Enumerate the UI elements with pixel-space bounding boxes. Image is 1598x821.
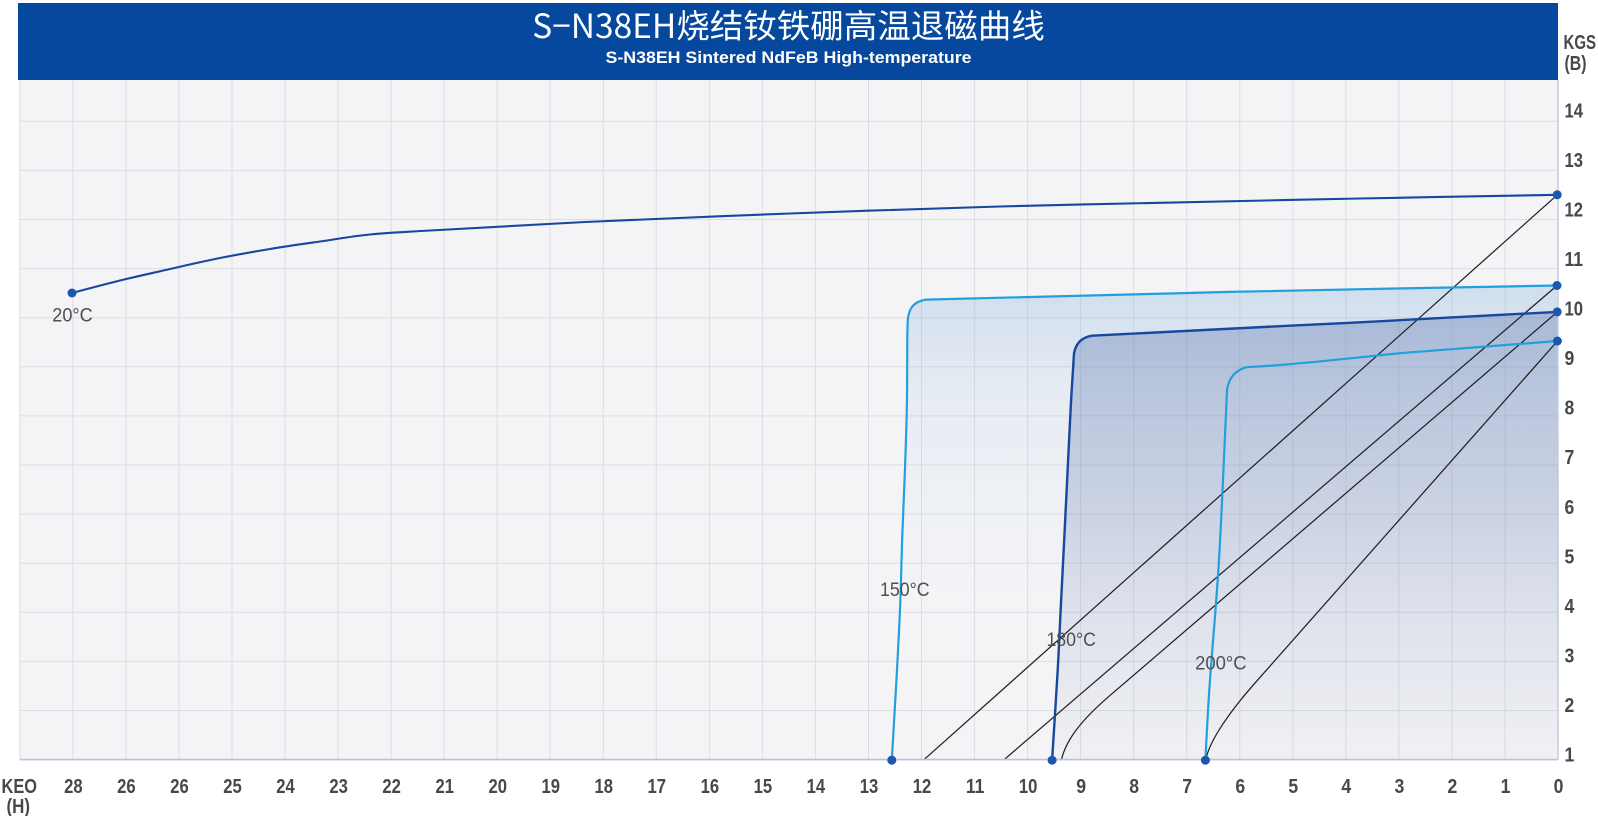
svg-text:2: 2 [1448,776,1458,798]
svg-text:9: 9 [1565,348,1575,370]
svg-text:1: 1 [1501,776,1511,798]
svg-text:1: 1 [1565,745,1575,767]
svg-text:6: 6 [1565,497,1575,519]
svg-text:10: 10 [1565,299,1584,321]
svg-text:200°C: 200°C [1195,653,1247,675]
svg-text:14: 14 [807,776,826,798]
svg-text:25: 25 [223,776,242,798]
svg-text:17: 17 [648,776,667,798]
svg-text:6: 6 [1235,776,1245,798]
svg-text:13: 13 [1565,150,1584,172]
svg-text:(B): (B) [1565,53,1587,75]
svg-text:26: 26 [170,776,189,798]
svg-text:10: 10 [1019,776,1038,798]
svg-text:4: 4 [1341,776,1352,798]
svg-text:22: 22 [382,776,401,798]
svg-text:12: 12 [1565,199,1584,221]
svg-text:11: 11 [1565,249,1584,271]
svg-text:7: 7 [1565,447,1575,469]
svg-text:KEO: KEO [2,776,38,798]
svg-text:28: 28 [64,776,83,798]
svg-text:4: 4 [1565,596,1576,618]
svg-text:24: 24 [276,776,295,798]
svg-text:16: 16 [701,776,720,798]
svg-text:18: 18 [595,776,614,798]
svg-text:3: 3 [1565,645,1575,667]
svg-text:11: 11 [966,776,985,798]
svg-text:20: 20 [488,776,507,798]
svg-text:S-N38EH Sintered NdFeB High-te: S-N38EH Sintered NdFeB High-temperature [606,48,972,67]
svg-text:12: 12 [913,776,932,798]
svg-text:23: 23 [329,776,348,798]
svg-text:5: 5 [1565,546,1575,568]
svg-text:13: 13 [860,776,879,798]
svg-text:26: 26 [117,776,136,798]
svg-text:14: 14 [1565,100,1584,122]
svg-text:15: 15 [754,776,773,798]
svg-text:3: 3 [1395,776,1405,798]
svg-text:8: 8 [1565,398,1575,420]
svg-text:7: 7 [1182,776,1192,798]
svg-text:KGS: KGS [1564,32,1597,54]
svg-text:150°C: 150°C [880,579,930,601]
svg-text:0: 0 [1554,776,1564,798]
svg-text:180°C: 180°C [1046,629,1096,651]
svg-text:20°C: 20°C [52,305,93,327]
svg-text:21: 21 [435,776,454,798]
svg-text:5: 5 [1288,776,1298,798]
svg-text:19: 19 [541,776,560,798]
svg-text:8: 8 [1129,776,1139,798]
svg-text:9: 9 [1076,776,1086,798]
svg-text:(H): (H) [7,796,31,816]
svg-text:2: 2 [1565,695,1575,717]
